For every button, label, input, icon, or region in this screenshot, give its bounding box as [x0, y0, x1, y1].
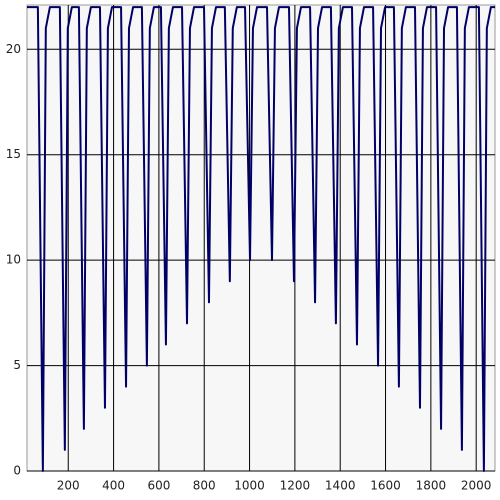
y-tick-label: 0 — [13, 464, 21, 478]
data-line — [27, 6, 495, 472]
x-tick-label: 1400 — [325, 479, 356, 493]
x-tick-label: 1200 — [280, 479, 311, 493]
x-tick-label: 800 — [193, 479, 216, 493]
x-tick-label: 400 — [102, 479, 125, 493]
x-tick-label: 2000 — [461, 479, 492, 493]
x-tick-label: 200 — [57, 479, 80, 493]
plot-area — [26, 4, 496, 472]
y-tick-label: 15 — [6, 147, 21, 161]
x-tick-label: 1000 — [234, 479, 265, 493]
x-tick-label: 1600 — [370, 479, 401, 493]
x-tick-label: 600 — [147, 479, 170, 493]
y-tick-label: 10 — [6, 253, 21, 267]
y-tick-label: 20 — [6, 42, 21, 56]
y-tick-label: 5 — [13, 358, 21, 372]
x-tick-label: 1800 — [416, 479, 447, 493]
